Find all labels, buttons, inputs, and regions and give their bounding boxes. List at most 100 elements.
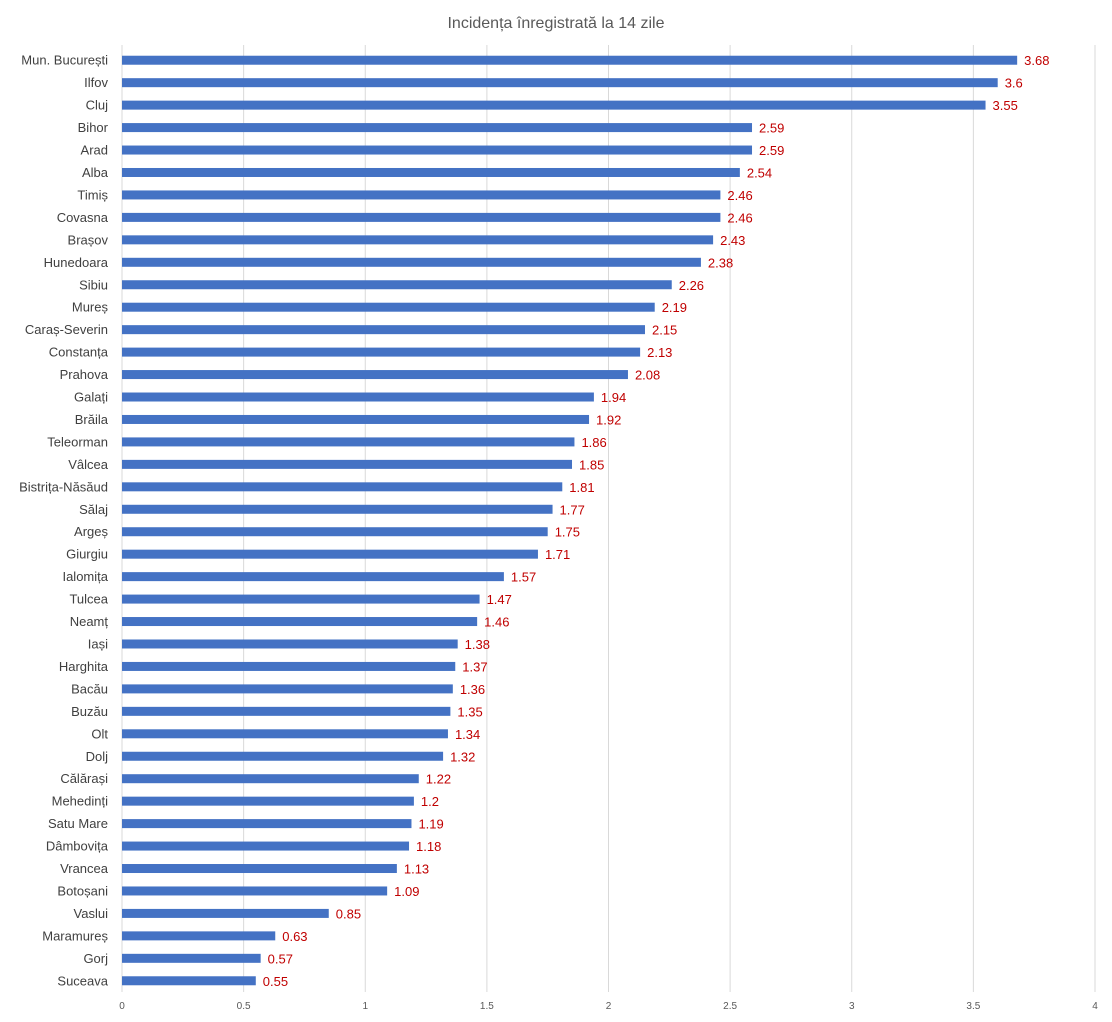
category-label: Dâmbovița xyxy=(46,839,109,854)
data-label: 1.47 xyxy=(487,592,512,607)
category-label: Mureș xyxy=(72,300,109,315)
category-label: Teleorman xyxy=(47,434,108,449)
data-label: 1.09 xyxy=(394,884,419,899)
data-label: 0.63 xyxy=(282,929,307,944)
bar xyxy=(122,257,701,267)
data-label: 1.13 xyxy=(404,862,429,877)
category-label: Constanța xyxy=(49,345,109,360)
bar xyxy=(122,729,448,739)
bar xyxy=(122,190,721,200)
category-label: Ilfov xyxy=(84,75,108,90)
category-label: Brașov xyxy=(68,232,109,247)
data-label: 2.26 xyxy=(679,278,704,293)
bar xyxy=(122,325,645,335)
bar xyxy=(122,549,538,559)
category-label: Buzău xyxy=(71,704,108,719)
data-label: 1.77 xyxy=(560,502,585,517)
bar xyxy=(122,212,721,222)
data-label: 2.59 xyxy=(759,121,784,136)
data-label: 1.37 xyxy=(462,659,487,674)
data-label: 3.6 xyxy=(1005,76,1023,91)
x-tick-label: 3 xyxy=(849,1001,855,1012)
category-label: Bistrița-Năsăud xyxy=(19,479,108,494)
data-label: 1.57 xyxy=(511,570,536,585)
data-label: 0.57 xyxy=(268,951,293,966)
bar xyxy=(122,414,590,424)
category-label: Maramureș xyxy=(42,928,108,943)
bar xyxy=(122,908,329,918)
category-label: Bacău xyxy=(71,681,108,696)
data-label: 1.34 xyxy=(455,727,480,742)
data-label: 2.38 xyxy=(708,255,733,270)
category-label: Cluj xyxy=(86,98,109,113)
bar xyxy=(122,347,641,357)
data-label: 1.92 xyxy=(596,412,621,427)
x-tick-label: 4 xyxy=(1092,1001,1098,1012)
bar xyxy=(122,55,1018,65)
category-label: Sibiu xyxy=(79,277,108,292)
data-label: 0.55 xyxy=(263,974,288,989)
bar xyxy=(122,774,419,784)
bar xyxy=(122,100,986,110)
category-label: Timiș xyxy=(77,187,108,202)
data-label: 1.94 xyxy=(601,390,626,405)
category-label: Caraș-Severin xyxy=(25,322,108,337)
bar xyxy=(122,594,480,604)
data-label: 1.32 xyxy=(450,749,475,764)
data-label: 2.46 xyxy=(727,210,752,225)
data-label: 1.46 xyxy=(484,615,509,630)
category-label: Giurgiu xyxy=(66,547,108,562)
data-label: 2.15 xyxy=(652,323,677,338)
category-label: Prahova xyxy=(60,367,109,382)
data-label: 1.75 xyxy=(555,525,580,540)
data-label: 1.85 xyxy=(579,457,604,472)
bar xyxy=(122,639,458,649)
data-label: 1.18 xyxy=(416,839,441,854)
category-label: Bihor xyxy=(78,120,109,135)
bar xyxy=(122,459,573,469)
category-label: Vâlcea xyxy=(68,457,109,472)
data-label: 1.38 xyxy=(465,637,490,652)
data-label: 1.86 xyxy=(581,435,606,450)
data-label: 3.55 xyxy=(993,98,1018,113)
value-labels: 3.683.6 3.55 2.59 2.59 2.54 2.46 2.46 2.43 2.38 2… xyxy=(263,53,1050,989)
data-label: 2.19 xyxy=(662,300,687,315)
category-label: Alba xyxy=(82,165,109,180)
bar xyxy=(122,145,753,155)
gridlines xyxy=(121,45,1096,992)
bar xyxy=(122,527,548,537)
bar xyxy=(122,706,451,716)
category-label: Galați xyxy=(74,390,108,405)
category-label: Brăila xyxy=(75,412,109,427)
category-label: Dolj xyxy=(86,749,109,764)
category-label: Satu Mare xyxy=(48,816,108,831)
bar xyxy=(122,167,740,177)
category-label: Călărași xyxy=(60,771,108,786)
bar xyxy=(122,931,276,941)
data-label: 1.35 xyxy=(457,704,482,719)
category-label: Suceava xyxy=(57,973,108,988)
bar xyxy=(122,302,655,312)
x-tick-label: 1 xyxy=(362,1001,368,1012)
category-label: Botoșani xyxy=(57,883,108,898)
data-label: 1.19 xyxy=(418,817,443,832)
bar xyxy=(122,572,504,582)
bar xyxy=(122,482,563,492)
bar xyxy=(122,617,478,627)
data-label: 2.46 xyxy=(727,188,752,203)
data-label: 1.81 xyxy=(569,480,594,495)
data-label: 1.22 xyxy=(426,772,451,787)
x-axis-ticks: 0 0.5 1 1.5 2 2.5 3 3.5 4 xyxy=(119,1001,1098,1012)
bars xyxy=(122,55,1018,986)
data-label: 2.54 xyxy=(747,165,772,180)
data-label: 2.59 xyxy=(759,143,784,158)
bar xyxy=(122,953,261,963)
x-tick-label: 1.5 xyxy=(480,1001,494,1012)
category-label: Vaslui xyxy=(74,906,109,921)
category-label: Iași xyxy=(88,636,108,651)
data-label: 3.68 xyxy=(1024,53,1049,68)
category-label: Covasna xyxy=(57,210,109,225)
category-label: Sălaj xyxy=(79,502,108,517)
bar xyxy=(122,796,414,806)
data-label: 2.43 xyxy=(720,233,745,248)
